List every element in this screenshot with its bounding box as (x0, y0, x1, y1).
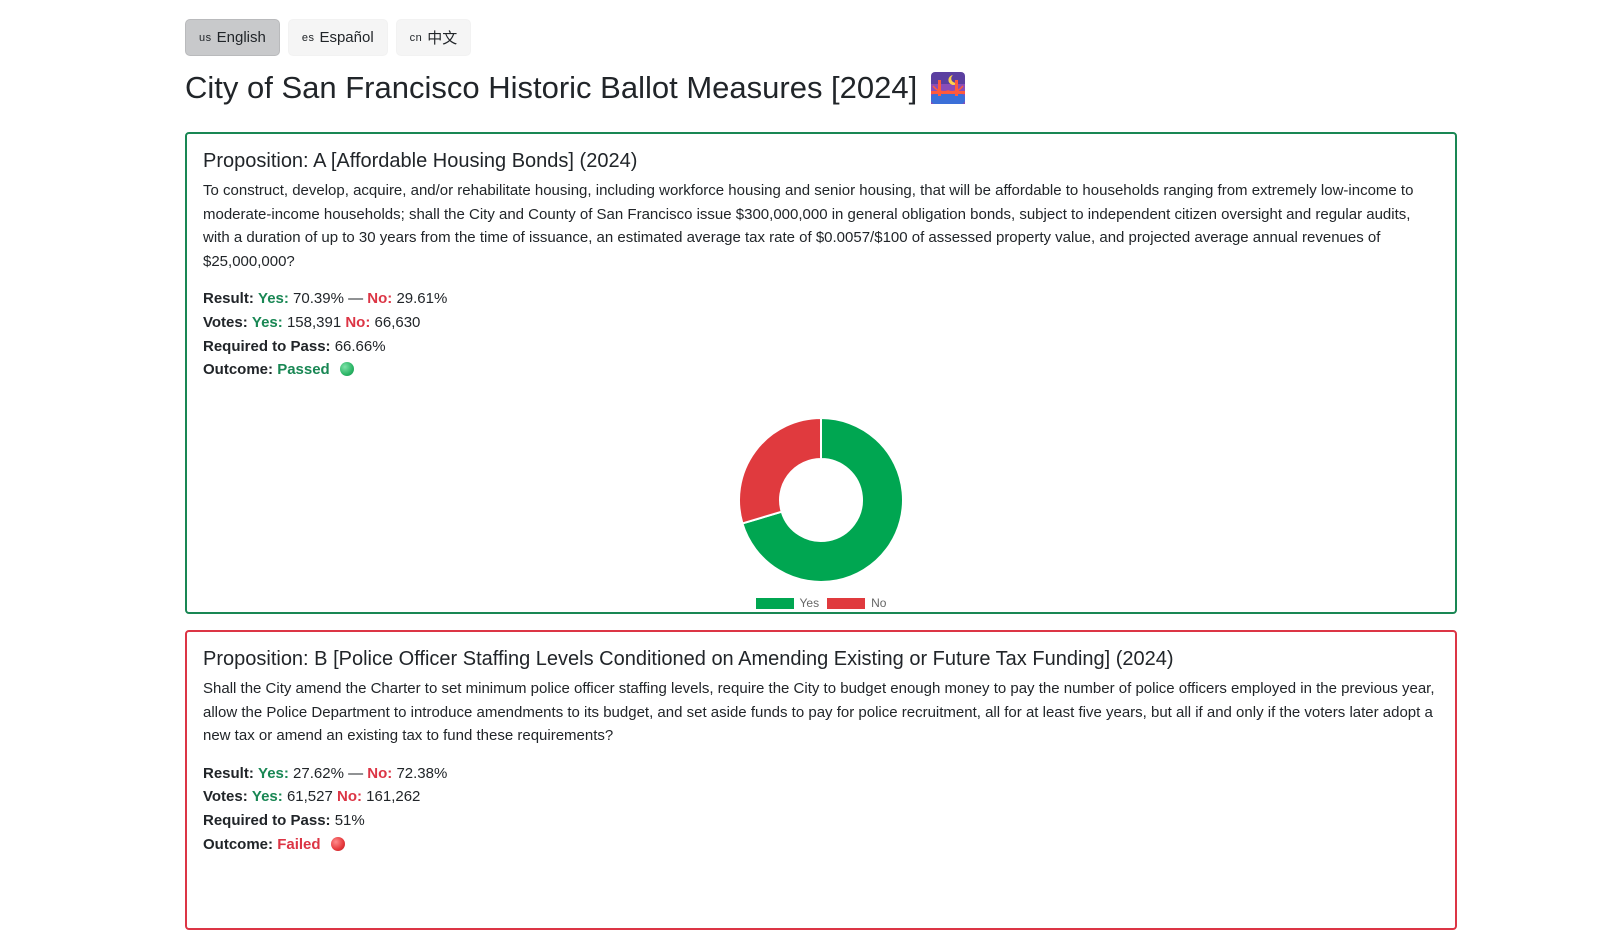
yes-votes: 158,391 (286, 313, 342, 331)
outcome-value: Passed (277, 361, 330, 379)
donut-slice-no[interactable] (738, 416, 822, 525)
legend-item-yes[interactable]: Yes (755, 596, 820, 610)
required-line: Required to Pass: 66.66% (203, 335, 1439, 359)
legend-label-no: No (871, 596, 887, 610)
lang-button-english[interactable]: us English (185, 19, 280, 56)
required-label: Required to Pass: (203, 811, 331, 829)
proposition-description: To construct, develop, acquire, and/or r… (203, 182, 1414, 270)
outcome-label: Outcome: (203, 361, 274, 379)
required-line: Required to Pass: 51% (203, 809, 1439, 833)
yes-percent: 70.39% (293, 290, 344, 308)
separator: — (348, 290, 364, 308)
proposition-card-a: Proposition: A [Affordable Housing Bonds… (185, 132, 1457, 614)
page-title-heading: City of San Francisco Historic Ballot Me… (185, 70, 966, 106)
no-votes: 161,262 (366, 788, 421, 806)
votes-label: Votes: (203, 313, 248, 331)
no-label: No: (337, 788, 362, 806)
outcome-line: Outcome: Failed (203, 833, 1439, 857)
result-line: Result: Yes: 70.39% — No: 29.61% (203, 287, 1439, 311)
yes-label: Yes: (258, 290, 289, 308)
lang-button-spanish[interactable]: es Español (287, 19, 388, 56)
votes-line: Votes: Yes: 158,391 No: 66,630 (203, 311, 1439, 335)
bridge-at-night-icon (931, 72, 966, 104)
required-value: 51% (334, 811, 365, 829)
legend-swatch-no (827, 597, 866, 609)
proposition-description: Shall the City amend the Charter to set … (203, 680, 1435, 745)
language-selector: us English es Español cn 中文 (185, 19, 472, 56)
chart-legend: Yes No (187, 596, 1455, 610)
yes-percent: 27.62% (293, 764, 344, 782)
result-label: Result: (203, 764, 254, 782)
page-title: City of San Francisco Historic Ballot Me… (185, 70, 918, 105)
outcome-value: Failed (277, 835, 321, 853)
lang-label-english: English (216, 29, 266, 46)
votes-label: Votes: (203, 788, 248, 806)
no-label: No: (367, 290, 393, 308)
proposition-title: Proposition: A [Affordable Housing Bonds… (203, 150, 638, 172)
proposition-title: Proposition: B [Police Officer Staffing … (203, 648, 1174, 670)
yes-label: Yes: (251, 313, 283, 331)
lang-label-spanish: Español (319, 29, 374, 46)
lang-code-es: es (301, 31, 315, 44)
green-circle-icon (339, 362, 354, 377)
lang-label-chinese: 中文 (427, 30, 458, 47)
proposition-card-b: Proposition: B [Police Officer Staffing … (185, 630, 1457, 930)
no-label: No: (345, 313, 371, 331)
yes-votes: 61,527 (286, 788, 333, 806)
legend-label-yes: Yes (799, 596, 820, 610)
red-circle-icon (330, 836, 345, 851)
yes-label: Yes: (258, 764, 289, 782)
lang-code-us: us (199, 31, 212, 44)
no-votes: 66,630 (374, 313, 421, 331)
outcome-label: Outcome: (203, 835, 274, 853)
result-label: Result: (203, 290, 254, 308)
required-label: Required to Pass: (203, 337, 331, 355)
votes-line: Votes: Yes: 61,527 No: 161,262 (203, 785, 1439, 809)
legend-swatch-yes (755, 597, 794, 609)
separator: — (348, 764, 364, 782)
vote-doughnut-chart: Yes No (187, 412, 1455, 610)
required-value: 66.66% (334, 337, 386, 355)
no-percent: 29.61% (396, 290, 448, 308)
no-percent: 72.38% (396, 764, 448, 782)
yes-label: Yes: (251, 788, 283, 806)
lang-button-chinese[interactable]: cn 中文 (395, 19, 472, 56)
lang-code-cn: cn (409, 31, 423, 44)
result-line: Result: Yes: 27.62% — No: 72.38% (203, 762, 1439, 786)
legend-item-no[interactable]: No (827, 596, 886, 610)
outcome-line: Outcome: Passed (203, 358, 1439, 382)
doughnut-svg (738, 416, 904, 583)
donut-slice-yes[interactable] (741, 416, 904, 583)
no-label: No: (367, 764, 393, 782)
